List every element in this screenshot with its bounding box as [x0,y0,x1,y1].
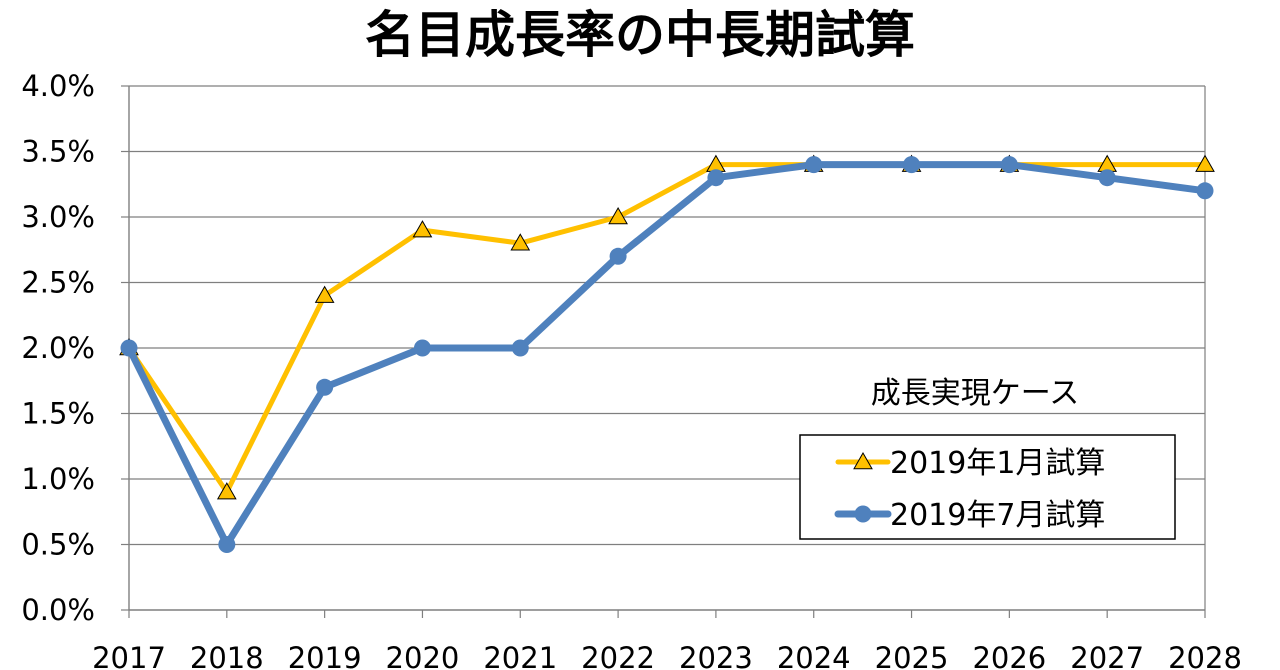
legend-marker [854,505,872,523]
x-tick-label: 2026 [972,641,1046,670]
x-tick-label: 2028 [1168,641,1242,670]
data-point [903,156,921,174]
x-tick-label: 2023 [679,641,753,670]
y-tick-label: 2.5% [21,266,95,300]
series-layer [119,154,1215,553]
y-tick-label: 0.0% [21,593,95,627]
data-point [608,206,628,225]
x-tick-label: 2024 [777,641,851,670]
y-tick-label: 4.0% [21,69,95,103]
x-tick-label: 2027 [1070,641,1144,670]
y-tick-label: 1.5% [21,397,95,431]
data-point [1195,154,1215,172]
y-axis-ticks: 0.0% 0.5% 1.0% 1.5% 2.0% 2.5% 3.0% 3.5% 4.0% [21,69,129,627]
x-tick-label: 2018 [190,641,264,670]
data-point [805,156,823,174]
legend-label: 2019年7月試算 [890,498,1105,533]
x-axis-ticks: 2017 2018 2019 2020 2021 2022 2023 2024 2025 2026… [92,610,1242,670]
data-point [218,536,236,553]
data-point [707,169,725,187]
x-tick-label: 2025 [875,641,949,670]
data-point [412,220,433,238]
x-tick-label: 2017 [92,641,166,670]
data-point [413,339,431,357]
y-tick-label: 0.5% [21,528,95,562]
data-point [1098,169,1116,187]
data-point [510,233,531,251]
series-line [125,161,1209,548]
x-tick-label: 2022 [581,641,655,670]
data-point [609,247,627,265]
data-point [314,285,335,303]
x-tick-label: 2020 [386,641,460,670]
chart-title: 名目成長率の中長期試算 [365,6,915,64]
data-point [316,378,334,396]
legend-title: 成長実現ケース [871,376,1080,411]
legend-marker [853,451,873,470]
data-point [511,339,529,357]
y-tick-label: 3.5% [21,135,95,169]
x-tick-label: 2019 [288,641,362,670]
y-tick-label: 1.0% [21,462,95,496]
series-2 [120,156,1214,553]
data-point [1000,156,1018,174]
y-tick-label: 3.0% [21,200,95,234]
legend: 2019年1月試算 2019年7月試算 [799,434,1176,540]
data-point [1196,182,1214,200]
data-point [120,339,138,357]
data-point [216,482,237,500]
y-tick-label: 2.0% [21,331,95,365]
legend-label: 2019年1月試算 [890,446,1105,481]
x-tick-label: 2021 [483,641,557,670]
